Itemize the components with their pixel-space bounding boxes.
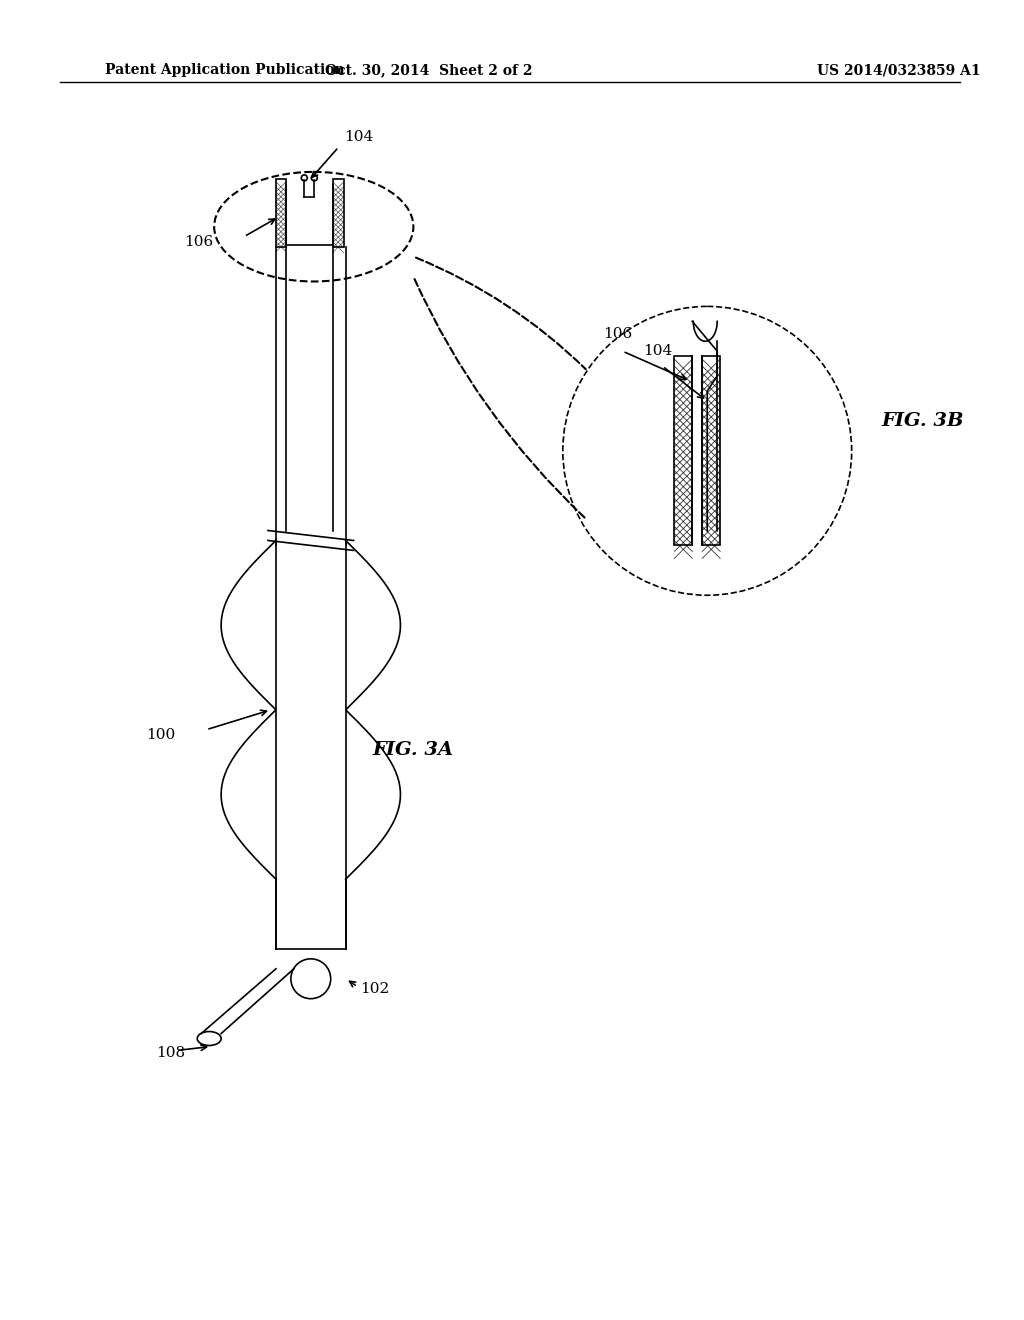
Text: 106: 106	[184, 235, 214, 248]
Text: FIG. 3A: FIG. 3A	[373, 741, 454, 759]
Text: 104: 104	[643, 345, 672, 358]
Text: Patent Application Publication: Patent Application Publication	[104, 63, 344, 78]
Bar	[702, 356, 720, 545]
Bar	[675, 356, 692, 545]
Text: 100: 100	[146, 727, 176, 742]
Text: 108: 108	[157, 1047, 185, 1060]
Text: 104: 104	[344, 131, 373, 144]
Bar	[275, 180, 286, 247]
Text: Oct. 30, 2014  Sheet 2 of 2: Oct. 30, 2014 Sheet 2 of 2	[325, 63, 532, 78]
Text: US 2014/0323859 A1: US 2014/0323859 A1	[817, 63, 980, 78]
Text: FIG. 3B: FIG. 3B	[882, 412, 964, 430]
Text: 106: 106	[603, 327, 632, 342]
Bar	[333, 180, 344, 247]
Text: 102: 102	[360, 982, 390, 995]
